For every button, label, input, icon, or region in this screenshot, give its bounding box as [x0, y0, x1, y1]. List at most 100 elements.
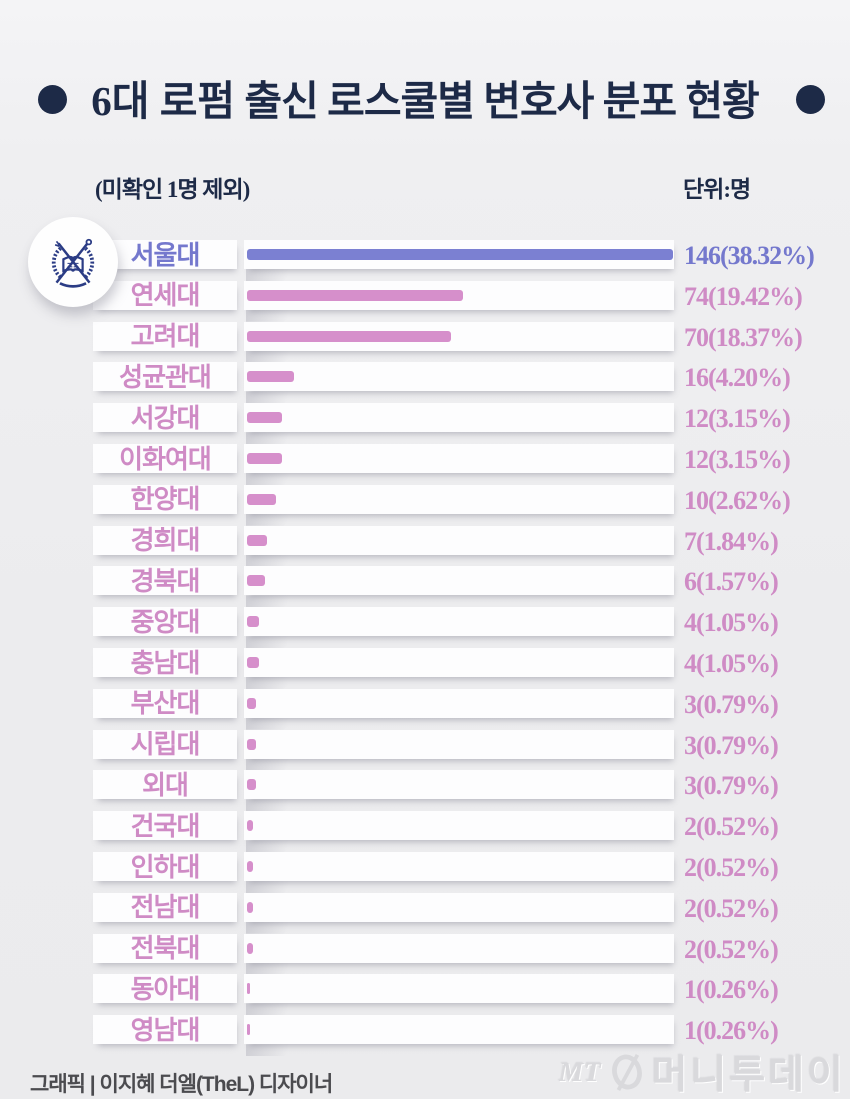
value-label: 6(1.57%) — [684, 567, 779, 597]
bar-row-한양대: 한양대 10(2.62%) — [0, 484, 850, 515]
bar-track — [244, 403, 674, 433]
bar — [247, 901, 253, 913]
value-label: 4(1.05%) — [684, 649, 779, 678]
bar — [247, 371, 294, 383]
value-label: 12(3.15%) — [684, 404, 791, 434]
university-badge — [28, 217, 118, 307]
bar — [247, 861, 253, 872]
page-title-strong: 6대 로펌 — [91, 78, 236, 124]
bar — [247, 983, 250, 995]
category-label: 시립대 — [130, 730, 201, 760]
bar-track — [244, 280, 674, 310]
title-right-dot — [796, 85, 825, 114]
graphic-credit: 그래픽 | 이지혜 더엘(TheL) 디자이너 — [30, 1073, 333, 1096]
value-label: 12(3.15%) — [684, 445, 791, 474]
category-label: 경희대 — [130, 526, 201, 556]
bar-track — [244, 852, 674, 881]
category-label-box: 동아대 — [93, 974, 237, 1004]
bar — [247, 779, 256, 791]
category-label: 한양대 — [130, 485, 201, 515]
category-label: 경북대 — [130, 566, 201, 596]
bar — [247, 1024, 250, 1036]
value-label: 7(1.84%) — [684, 526, 779, 556]
category-label-box: 건국대 — [93, 811, 237, 841]
bar — [247, 453, 282, 464]
bar-row-충남대: 충남대 4(1.05%) — [0, 648, 850, 678]
bar-track — [244, 484, 674, 514]
category-label: 서강대 — [130, 403, 201, 433]
category-label: 전북대 — [130, 934, 201, 964]
category-label-box: 한양대 — [93, 484, 237, 515]
bar-track — [244, 444, 674, 473]
category-label: 외대 — [142, 770, 189, 800]
category-label-box: 서강대 — [93, 403, 237, 433]
bar — [247, 697, 256, 709]
category-label: 전남대 — [130, 893, 201, 923]
bar-row-외대: 외대 3(0.79%) — [0, 770, 850, 800]
bar — [247, 249, 673, 260]
publisher-watermark: MT 머니투데이 — [559, 1044, 846, 1099]
bar-row-부산대: 부산대 3(0.79%) — [0, 688, 850, 719]
bar-row-동아대: 동아대 1(0.26%) — [0, 974, 850, 1005]
value-label: 2(0.52%) — [684, 853, 779, 882]
bar-row-성균관대: 성균관대 16(4.20%) — [0, 362, 850, 392]
page-title: 6대 로펌 출신 로스쿨별 변호사 분포 현황 — [0, 72, 850, 130]
bar-track — [244, 240, 674, 269]
category-label-box: 영남대 — [93, 1015, 237, 1045]
bar-row-전남대: 전남대 2(0.52%) — [0, 892, 850, 923]
value-label: 1(0.26%) — [684, 975, 779, 1005]
bar-track — [244, 607, 674, 637]
category-label: 서울대 — [130, 240, 201, 270]
bar — [247, 412, 282, 424]
bar — [247, 657, 259, 668]
category-label-box: 시립대 — [93, 729, 237, 760]
category-label: 동아대 — [130, 974, 201, 1004]
category-label: 부산대 — [130, 689, 201, 719]
category-label-box: 부산대 — [93, 688, 237, 719]
snu-emblem-icon — [51, 238, 95, 288]
watermark-mt-label: MT — [559, 1056, 602, 1087]
category-label: 성균관대 — [119, 362, 212, 392]
category-label-box: 경북대 — [93, 566, 237, 596]
bar-track — [244, 933, 674, 963]
bar — [247, 534, 267, 546]
category-label: 인하대 — [130, 852, 201, 882]
unit-label: 단위:명 — [683, 177, 751, 202]
bar-track — [244, 811, 674, 841]
bar-track — [244, 770, 674, 800]
category-label-box: 인하대 — [93, 852, 237, 881]
bar-track — [244, 321, 674, 351]
moneytoday-circle-icon — [611, 1053, 642, 1091]
bar — [247, 616, 259, 628]
category-label-box: 중앙대 — [93, 607, 237, 637]
category-label-box: 전북대 — [93, 933, 237, 964]
bar — [247, 575, 265, 587]
category-label: 중앙대 — [130, 607, 201, 637]
category-label-box: 성균관대 — [93, 362, 237, 392]
bar — [247, 738, 256, 750]
bar-row-시립대: 시립대 3(0.79%) — [0, 729, 850, 760]
category-label-box: 충남대 — [93, 648, 237, 677]
bar — [247, 330, 451, 342]
bar — [247, 942, 253, 954]
watermark-moneytoday-label: 머니투데이 — [651, 1054, 846, 1097]
bar-row-고려대: 고려대 70(18.37%) — [0, 321, 850, 352]
category-label-box: 연세대 — [93, 280, 237, 310]
category-label: 충남대 — [130, 648, 201, 678]
bar-row-경북대: 경북대 6(1.57%) — [0, 566, 850, 597]
bar-row-서강대: 서강대 12(3.15%) — [0, 403, 850, 434]
category-label-box: 고려대 — [93, 321, 237, 352]
bar-row-서울대: 서울대 146(38.32%) — [0, 240, 850, 270]
bar-track — [244, 688, 674, 718]
category-label: 고려대 — [130, 322, 201, 352]
bar-row-중앙대: 중앙대 4(1.05%) — [0, 607, 850, 638]
bar-row-건국대: 건국대 2(0.52%) — [0, 811, 850, 842]
value-label: 2(0.52%) — [684, 812, 779, 842]
value-label: 4(1.05%) — [684, 608, 779, 638]
category-label-box: 이화여대 — [93, 444, 237, 473]
category-label: 이화여대 — [119, 444, 212, 474]
bar — [247, 289, 463, 301]
bar-track — [244, 648, 674, 677]
category-label-box: 전남대 — [93, 892, 237, 923]
value-label: 3(0.79%) — [684, 730, 779, 760]
